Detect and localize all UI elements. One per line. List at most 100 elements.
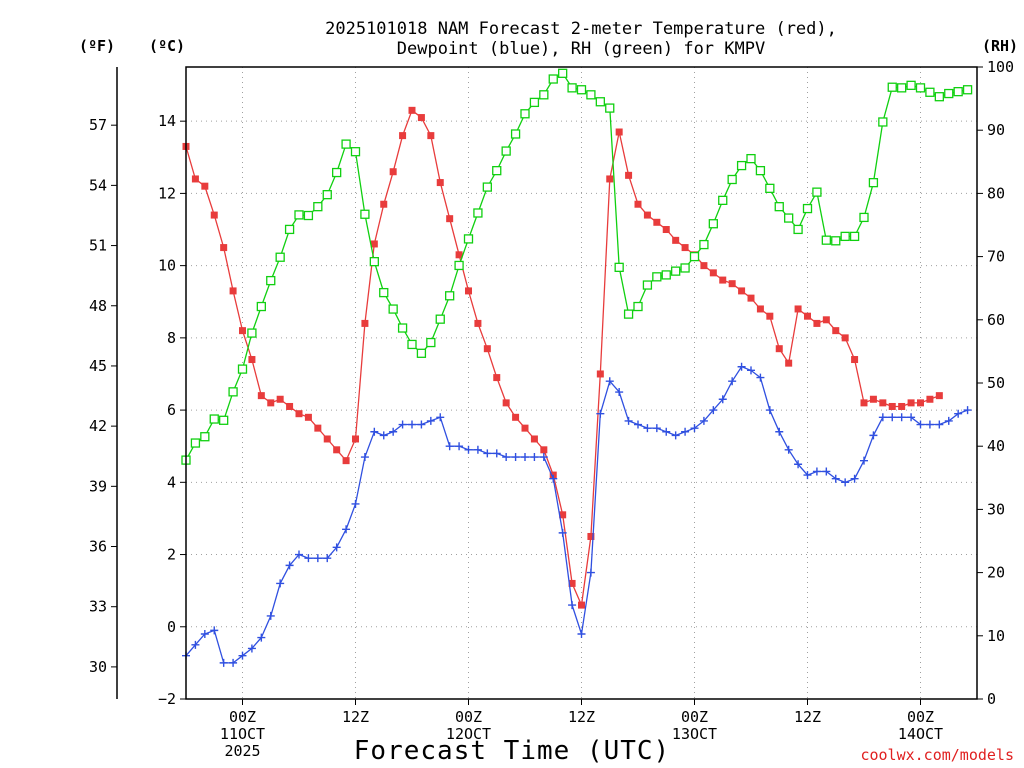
rh-point	[699, 239, 709, 250]
rh-point	[454, 260, 464, 271]
temperature-point	[596, 370, 604, 378]
temperature-point	[794, 305, 802, 313]
rh-point	[520, 109, 530, 119]
dewpoint-point	[473, 445, 482, 454]
rh-tick-label: 30	[987, 500, 1005, 518]
rh-point	[925, 87, 935, 97]
rh-point	[397, 323, 408, 333]
temperature-point	[738, 287, 746, 295]
rh-point	[765, 183, 775, 193]
dewpoint-point	[417, 420, 426, 429]
rh-point	[360, 209, 370, 219]
temperature-point	[530, 435, 538, 443]
rh-point	[350, 147, 361, 157]
rh-point	[379, 287, 389, 298]
rh-point	[633, 301, 643, 312]
x-tick-label: 00Z	[907, 708, 934, 726]
temperature-point	[917, 399, 924, 407]
dewpoint-point	[502, 453, 511, 462]
rh-point	[802, 203, 813, 214]
rh-tick-label: 10	[987, 627, 1005, 645]
temperature-point	[210, 211, 218, 219]
rh-point	[256, 301, 266, 312]
rh-point	[558, 68, 568, 78]
rh-point	[426, 337, 436, 348]
rh-point	[831, 236, 841, 246]
rh-point	[689, 251, 700, 262]
dewpoint-point	[351, 499, 360, 508]
temperature-point	[408, 106, 416, 114]
dewpoint-point	[304, 554, 313, 563]
x-tick-label: 12Z	[342, 708, 369, 726]
dewpoint-point	[492, 449, 501, 458]
dewpoint-point	[266, 611, 275, 620]
rh-tick-label: 80	[987, 184, 1005, 202]
rh-series	[181, 68, 973, 465]
dewpoint-point	[332, 543, 341, 552]
rh-point	[209, 414, 219, 424]
temperature-point	[578, 601, 585, 609]
temperature-point	[832, 327, 840, 335]
dewpoint-point	[747, 366, 755, 375]
dewpoint-point	[323, 554, 332, 563]
rh-point	[388, 304, 398, 314]
dewpoint-point	[295, 550, 303, 559]
x-tick-label: 14OCT	[898, 725, 943, 743]
temperature-point	[907, 399, 915, 407]
temperature-point	[248, 356, 256, 364]
rh-point	[897, 83, 907, 93]
rh-point	[332, 167, 342, 178]
dewpoint-point	[558, 528, 567, 537]
dewpoint-point	[455, 442, 464, 451]
rh-point	[237, 364, 248, 374]
temperature-point	[314, 424, 322, 432]
temperature-point	[841, 334, 849, 342]
temperature-point	[267, 399, 275, 407]
temperature-point	[229, 287, 237, 295]
celsius-tick-label: 0	[167, 618, 176, 636]
fahrenheit-tick-label: 45	[89, 357, 107, 375]
temperature-point	[380, 200, 388, 208]
dewpoint-point	[370, 427, 379, 436]
rh-tick-label: 100	[987, 58, 1014, 76]
dewpoint-point	[718, 395, 727, 404]
rh-point	[548, 74, 558, 84]
rh-point	[774, 202, 784, 212]
rh-point	[887, 82, 897, 92]
x-tick-label: 13OCT	[672, 725, 717, 743]
dewpoint-point	[577, 629, 586, 638]
rh-point	[294, 210, 304, 220]
dewpoint-point	[812, 467, 821, 476]
dewpoint-point	[662, 427, 671, 436]
dewpoint-point	[191, 640, 200, 649]
temperature-point	[785, 359, 793, 367]
dewpoint-point	[963, 406, 972, 415]
rh-line	[185, 72, 968, 461]
temperature-point	[568, 579, 576, 587]
fahrenheit-tick-label: 33	[89, 598, 107, 616]
dewpoint-point	[822, 467, 831, 476]
dewpoint-point	[426, 416, 435, 425]
dewpoint-point	[549, 474, 558, 483]
x-tick-label: 00Z	[681, 708, 708, 726]
dewpoint-point	[954, 409, 963, 418]
fahrenheit-tick-label: 48	[89, 297, 107, 315]
temperature-point	[446, 215, 454, 223]
dewpoint-point	[925, 420, 934, 429]
rh-point	[341, 139, 351, 149]
rh-point	[708, 219, 718, 229]
temperature-point	[342, 457, 350, 465]
temperature-point	[681, 244, 689, 252]
dewpoint-point	[878, 413, 887, 422]
rh-tick-label: 0	[987, 690, 996, 708]
temperature-point	[653, 218, 661, 226]
dewpoint-point	[869, 431, 878, 440]
rh-point	[784, 213, 794, 223]
temperature-point	[389, 168, 397, 176]
temperature-point	[851, 356, 859, 364]
dewpoint-point	[784, 445, 793, 454]
celsius-tick-label: −2	[158, 690, 176, 708]
rh-point	[671, 266, 681, 276]
rh-tick-label: 50	[987, 374, 1005, 392]
